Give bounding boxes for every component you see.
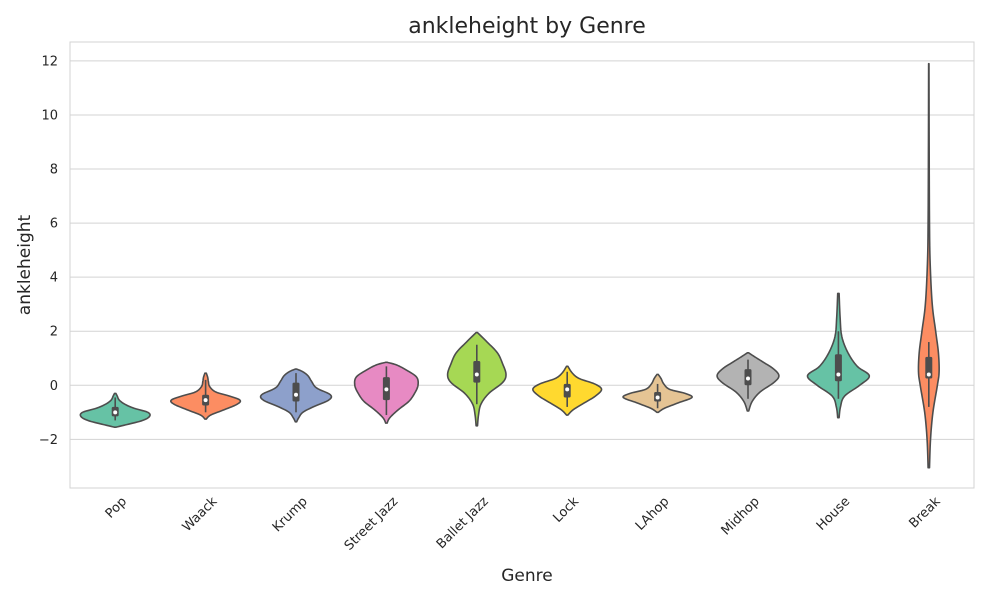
y-tick-label: 4 (50, 271, 58, 286)
x-tick-label: Pop (103, 494, 130, 521)
x-tick-label: House (814, 494, 853, 533)
y-tick-label: −2 (39, 433, 58, 448)
y-axis-label: ankleheight (15, 214, 35, 315)
plot-frame (69, 41, 975, 489)
violin-median-marker (836, 372, 841, 377)
violin-iqr-box (292, 382, 300, 402)
x-tick-label: Break (907, 494, 944, 531)
y-gridlines (70, 60, 974, 440)
x-tick-label: Ballet Jazz (434, 494, 492, 552)
violin-median-marker (474, 372, 479, 377)
violin-median-marker (384, 387, 389, 392)
violin-median-marker (746, 376, 750, 381)
chart-title: ankleheight by Genre (408, 14, 646, 39)
violin-median-marker (926, 372, 931, 377)
x-axis-label: Genre (501, 566, 552, 586)
y-tick-label: 0 (50, 379, 58, 394)
x-tick-label: Midhop (719, 494, 763, 538)
violin-iqr-box (834, 354, 842, 382)
y-tick-labels: −2 0 2 4 6 8 10 12 (39, 54, 58, 447)
violin-iqr-box (473, 360, 481, 383)
violin-body (917, 62, 940, 469)
y-tick-label: 8 (50, 163, 58, 178)
violin-median-marker (565, 387, 570, 392)
x-tick-label: Krump (270, 494, 311, 535)
y-tick-label: 12 (41, 54, 58, 69)
x-tick-labels: Pop Waack Krump Street Jazz Ballet Jazz Lock L… (103, 494, 944, 554)
violin-iqr-box (925, 356, 933, 379)
x-tick-label: Waack (180, 494, 221, 535)
y-tick-label: 6 (50, 217, 58, 232)
violin-median-marker (655, 395, 660, 400)
x-tick-label: LAhop (633, 494, 673, 534)
violin-plot-area (79, 62, 940, 469)
x-tick-label: Lock (550, 494, 582, 526)
violin-median-marker (203, 398, 208, 403)
violin-median-marker (294, 392, 298, 397)
x-tick-label: Street Jazz (342, 494, 402, 554)
y-tick-label: 10 (41, 108, 58, 123)
violin-median-marker (113, 410, 118, 415)
y-tick-label: 2 (50, 325, 58, 340)
